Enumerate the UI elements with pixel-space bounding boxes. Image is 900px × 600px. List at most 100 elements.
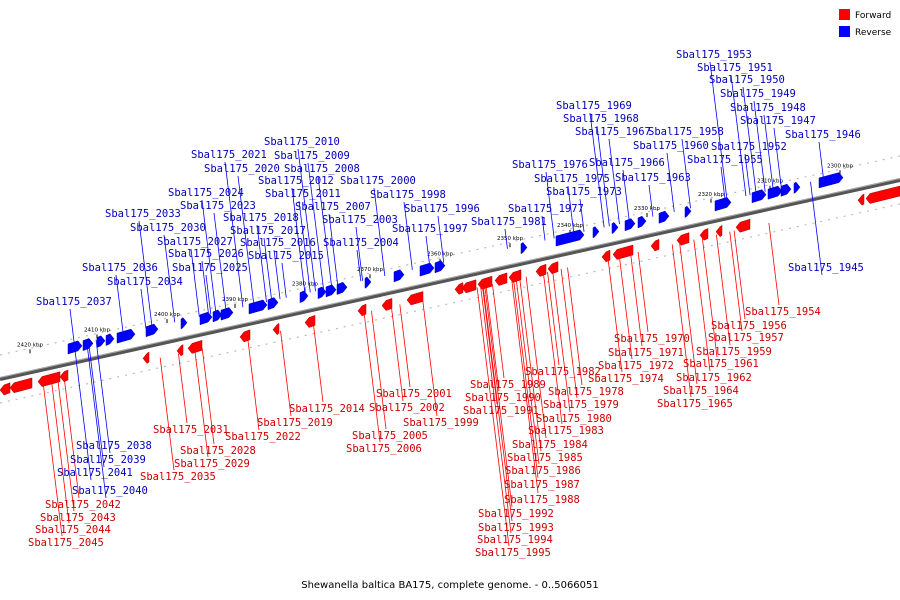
forward-gene-label: Sbal175_1959 — [696, 346, 772, 358]
leader-line — [247, 338, 260, 431]
leader-line — [525, 276, 547, 439]
tick-label: 2390 kbp — [222, 297, 248, 303]
leader-line — [69, 308, 75, 345]
reverse-gene-label: Sbal175_2038 — [76, 440, 152, 452]
reverse-gene-label: Sbal175_1996 — [404, 203, 480, 215]
leader-line — [178, 353, 188, 424]
reverse-gene-4 — [116, 328, 136, 344]
reverse-gene-label: Sbal175_1960 — [633, 140, 709, 152]
leader-line — [42, 383, 63, 537]
leader-line — [201, 348, 215, 445]
reverse-gene-label: Sbal175_1955 — [687, 154, 763, 166]
tick-label: 2370 kbp — [357, 267, 383, 273]
forward-gene-label: Sbal175_2029 — [174, 458, 250, 470]
leader-line — [390, 306, 404, 402]
forward-gene-label: Sbal175_1965 — [657, 398, 733, 410]
forward-gene-18 — [535, 263, 547, 277]
label-leaders — [42, 61, 824, 547]
reverse-gene-25 — [637, 215, 647, 229]
forward-gene-label: Sbal175_1964 — [663, 385, 739, 397]
reverse-gene-6 — [180, 317, 188, 330]
forward-gene-label: Sbal175_2042 — [45, 499, 121, 511]
leader-line — [163, 234, 176, 323]
forward-gene-13 — [454, 282, 464, 295]
reverse-gene-label: Sbal175_2015 — [248, 250, 324, 262]
forward-gene-27 — [857, 193, 865, 206]
reverse-gene-label: Sbal175_1947 — [740, 115, 816, 127]
reverse-gene-label: Sbal175_2007 — [295, 201, 371, 213]
forward-gene-17 — [508, 269, 522, 283]
leader-line — [237, 175, 255, 305]
leader-line — [709, 61, 728, 201]
reverse-gene-label: Sbal175_1973 — [546, 186, 622, 198]
forward-gene-label: Sbal175_2045 — [28, 537, 104, 549]
forward-gene-label: Sbal175_2035 — [140, 471, 216, 483]
leader-line — [373, 187, 386, 276]
leader-line — [720, 166, 726, 201]
reverse-gene-label: Sbal175_1969 — [556, 100, 632, 112]
leader-line — [693, 239, 711, 372]
forward-gene-7 — [239, 329, 251, 343]
leader-line — [88, 341, 105, 468]
forward-gene-label: Sbal175_2044 — [35, 524, 111, 536]
forward-gene-22 — [650, 238, 660, 252]
leader-line — [86, 341, 107, 499]
forward-gene-3 — [59, 369, 69, 383]
reverse-gene-7 — [199, 311, 213, 326]
leader-line — [744, 153, 751, 196]
leader-line — [818, 141, 824, 179]
forward-gene-5 — [176, 344, 184, 357]
leader-line — [159, 357, 175, 471]
reverse-gene-15 — [336, 281, 348, 295]
forward-gene-label: Sbal175_2019 — [257, 417, 333, 429]
leader-line — [328, 213, 339, 287]
leader-line — [607, 258, 623, 373]
reverse-gene-label: Sbal175_1977 — [508, 203, 584, 215]
reverse-gene-23 — [611, 222, 619, 235]
leader-line — [671, 244, 692, 398]
leader-line — [753, 100, 766, 192]
leader-line — [371, 310, 387, 430]
leader-line — [201, 199, 217, 314]
reverse-gene-label: Sbal175_1950 — [709, 74, 785, 86]
forward-gene-label: Sbal175_1989 — [470, 379, 546, 391]
reverse-gene-label: Sbal175_2023 — [180, 200, 256, 212]
tick-label: 2330 kbp — [634, 206, 660, 212]
forward-gene-label: Sbal175_2028 — [180, 445, 256, 457]
leader-line — [729, 231, 743, 332]
leader-line — [140, 288, 147, 329]
leader-line — [273, 249, 281, 300]
forward-gene-28 — [865, 185, 900, 204]
leader-line — [63, 378, 80, 499]
leader-line — [681, 138, 691, 209]
reverse-gene-21 — [555, 229, 585, 247]
leader-line — [630, 253, 643, 347]
reverse-gene-label: Sbal175_2033 — [105, 208, 181, 220]
forward-gene-0 — [0, 382, 11, 396]
forward-gene-label: Sbal175_1983 — [528, 425, 604, 437]
forward-gene-label: Sbal175_1957 — [708, 332, 784, 344]
forward-gene-label: Sbal175_1990 — [465, 392, 541, 404]
reverse-gene-20 — [520, 242, 528, 255]
forward-gene-label: Sbal175_1994 — [477, 534, 553, 546]
forward-gene-19 — [547, 261, 559, 275]
reverse-gene-5 — [145, 323, 159, 338]
tick-label: 2350 kbp — [497, 236, 523, 242]
forward-gene-15 — [477, 275, 493, 290]
strand-rows — [0, 155, 900, 404]
reverse-gene-label: Sbal175_1998 — [370, 189, 446, 201]
reverse-gene-19 — [434, 260, 446, 274]
reverse-gene-13 — [317, 286, 327, 300]
reverse-gene-label: Sbal175_2039 — [70, 454, 146, 466]
leader-line — [701, 237, 718, 358]
leader-line — [567, 185, 575, 235]
scale-ticks: 2300 kbp 2310 kbp 2320 kbp 2330 kbp 2340 kbp… — [17, 163, 853, 354]
reverse-gene-label: Sbal175_1975 — [534, 173, 610, 185]
leader-line — [763, 114, 774, 191]
leader-line — [476, 287, 510, 547]
leader-line — [73, 344, 92, 481]
reverse-gene-14 — [325, 284, 337, 298]
forward-gene-1 — [9, 377, 33, 394]
leader-line — [560, 268, 578, 399]
